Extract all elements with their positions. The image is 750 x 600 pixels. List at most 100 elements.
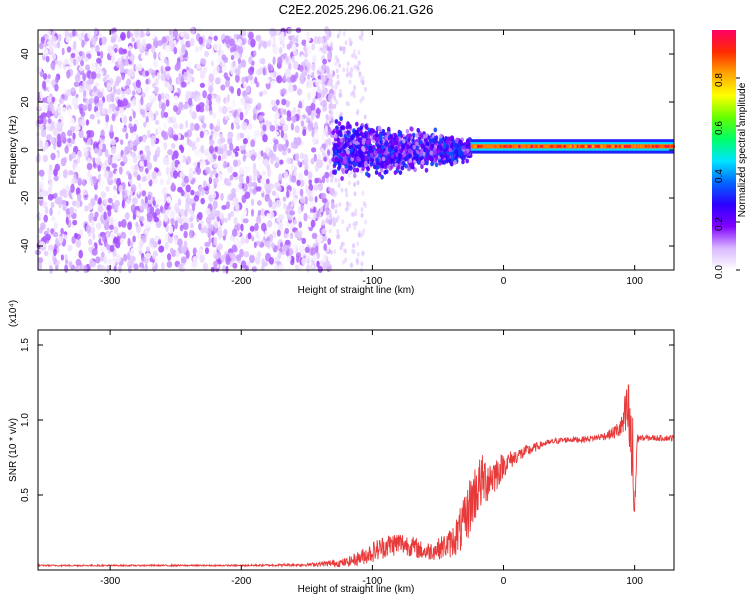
heatmap-cell <box>358 73 362 79</box>
heatmap-cell <box>299 64 304 72</box>
heatmap-cell <box>267 220 273 228</box>
heatmap-cell <box>354 220 358 226</box>
heatmap-cell <box>332 221 336 227</box>
heatmap-cell <box>143 159 148 167</box>
heatmap-cell <box>207 232 211 239</box>
heatmap-cell <box>312 97 316 104</box>
heatmap-cell <box>310 247 316 257</box>
heatmap-cell <box>293 219 298 225</box>
heatmap-cell <box>299 245 305 254</box>
heatmap-cell <box>302 93 307 101</box>
heatmap-cell <box>205 208 211 216</box>
heatmap-cell <box>132 214 137 221</box>
heatmap-cell <box>311 130 315 138</box>
heatmap-cell <box>114 126 118 135</box>
heatmap-cell <box>114 80 120 87</box>
heatmap-cell <box>374 170 379 175</box>
y-tick-label: -40 <box>20 238 31 253</box>
heatmap-cell <box>74 232 78 239</box>
heatmap-cell <box>191 27 195 35</box>
heatmap-cell <box>185 250 190 259</box>
heatmap-cell <box>91 248 98 256</box>
heatmap-cell <box>43 49 49 55</box>
y-tick-label: 1.0 <box>20 413 31 427</box>
heatmap-cell <box>212 200 218 209</box>
heatmap-cell <box>235 117 240 124</box>
x-tick-label: -300 <box>100 276 120 287</box>
heatmap-cell <box>77 177 83 186</box>
heatmap-cell <box>293 165 298 172</box>
heatmap-cell <box>401 144 406 150</box>
heatmap-cell <box>328 30 332 38</box>
heatmap-cell <box>325 207 329 213</box>
heatmap-cell <box>352 89 356 95</box>
heatmap-cell <box>67 137 72 144</box>
heatmap-cell <box>394 140 399 146</box>
heatmap-cell <box>209 122 214 130</box>
heatmap-cell <box>125 88 132 95</box>
heatmap-cell <box>286 190 290 199</box>
heatmap-cell <box>79 107 84 115</box>
heatmap-cell <box>251 236 255 242</box>
heatmap-cell <box>328 228 332 234</box>
heatmap-cell <box>164 45 171 53</box>
heatmap-cell <box>415 156 419 162</box>
heatmap-cell <box>170 217 175 225</box>
heatmap-cell <box>282 150 287 156</box>
heatmap-cell <box>357 50 361 56</box>
heatmap-cell <box>233 159 238 168</box>
heatmap-cell <box>250 154 256 161</box>
heatmap-cell <box>384 141 389 147</box>
heatmap-cell <box>251 266 257 272</box>
heatmap-cell <box>39 212 43 219</box>
heatmap-cell <box>307 121 314 130</box>
heatmap-cell <box>193 94 198 102</box>
heatmap-cell <box>353 182 357 188</box>
heatmap-cell <box>303 70 308 77</box>
heatmap-cell <box>315 58 319 67</box>
heatmap-cell <box>145 70 150 77</box>
heatmap-cell <box>125 132 129 140</box>
heatmap-cell <box>113 218 118 227</box>
heatmap-cell <box>282 196 287 202</box>
heatmap-cell <box>106 265 110 274</box>
heatmap-cell <box>386 157 390 162</box>
heatmap-cell <box>424 147 429 153</box>
heatmap-cell <box>39 71 44 77</box>
heatmap-cell <box>275 193 279 199</box>
heatmap-cell <box>111 103 116 112</box>
heatmap-cell <box>139 31 146 38</box>
heatmap-cell <box>301 257 307 266</box>
heatmap-cell <box>261 258 266 267</box>
heatmap-cell <box>63 58 69 65</box>
heatmap-cell <box>220 84 226 91</box>
heatmap-cell <box>265 178 270 185</box>
heatmap-cell <box>330 30 335 40</box>
heatmap-cell <box>407 137 411 143</box>
heatmap-cell <box>202 180 207 188</box>
heatmap-cell <box>210 81 215 87</box>
heatmap-cell <box>480 144 483 148</box>
heatmap-cell <box>161 102 166 111</box>
heatmap-cell <box>268 103 273 110</box>
heatmap-cell <box>177 238 183 247</box>
heatmap-cell <box>316 260 320 268</box>
heatmap-cell <box>232 262 238 269</box>
heatmap-cell <box>270 99 277 106</box>
heatmap-cell <box>260 187 264 194</box>
heatmap-cell <box>279 47 283 55</box>
heatmap-cell <box>402 152 407 157</box>
heatmap-cell <box>189 229 193 239</box>
y-tick-label: 40 <box>20 48 31 60</box>
heatmap-cell <box>355 144 360 150</box>
heatmap-cell <box>353 162 357 168</box>
heatmap-cell <box>109 49 115 57</box>
heatmap-cell <box>136 39 140 49</box>
heatmap-cell <box>334 203 338 209</box>
heatmap-cell <box>173 105 178 112</box>
heatmap-cell <box>408 158 413 164</box>
heatmap-cell <box>345 226 349 232</box>
heatmap-cell <box>213 260 218 269</box>
heatmap-cell <box>348 79 352 85</box>
heatmap-cell <box>250 208 255 217</box>
